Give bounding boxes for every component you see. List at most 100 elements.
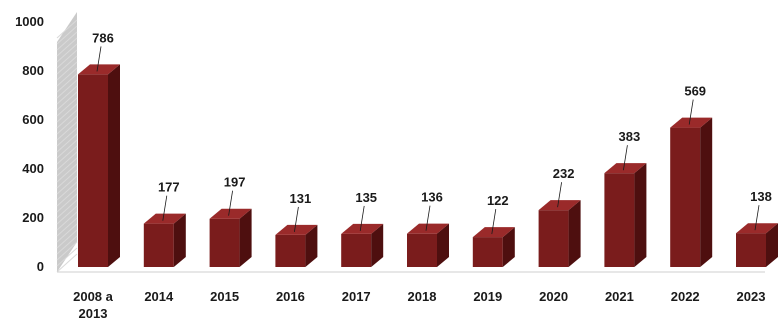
bar-front-face (604, 173, 635, 267)
y-tick-label: 1000 (15, 14, 44, 29)
wall-hatch-line (56, 163, 78, 183)
wall-hatch-line (56, 193, 78, 213)
bar-front-face (209, 218, 240, 267)
bar-top-face (670, 117, 713, 128)
x-tick-label: 2019 (473, 289, 502, 304)
data-label: 122 (487, 193, 509, 208)
bar-top-face (736, 223, 778, 234)
bar-side-face (108, 64, 120, 268)
wall-hatch-line (56, 223, 78, 243)
wall-hatch-line (56, 139, 78, 159)
wall-hatch-line (56, 25, 78, 45)
bar-top-face (341, 223, 384, 234)
x-tick-label: 2023 (737, 289, 766, 304)
x-axis: 2008 a 2013 2014 2015 2016 2017 2018 2019 2020 20… (73, 289, 765, 321)
wall-hatch-line (56, 49, 78, 69)
wall-hatch-line (56, 109, 78, 129)
x-tick-label: 2020 (539, 289, 568, 304)
x-tick-label: 2018 (408, 289, 437, 304)
wall-hatch-line (56, 229, 78, 249)
wall-hatch-line (56, 175, 78, 195)
bar-front-face (341, 233, 372, 267)
bar (472, 227, 515, 267)
bar-side-face (502, 227, 515, 267)
wall-hatch-line (56, 79, 78, 99)
bar-top-face (143, 213, 186, 224)
wall-hatch-line (56, 169, 78, 189)
x-tick-label: 2014 (144, 289, 174, 304)
wall-hatch-line (56, 19, 78, 39)
bar (670, 117, 713, 267)
wall-hatch-line (56, 145, 78, 165)
bar-front-face (472, 237, 503, 267)
data-label-leader (96, 46, 102, 72)
x-tick-label: 2022 (671, 289, 700, 304)
data-label: 131 (290, 191, 312, 206)
y-tick-label: 200 (22, 210, 44, 225)
wall-hatch-line (56, 103, 78, 123)
y-tick-label: 400 (22, 161, 44, 176)
wall-hatch-line (56, 241, 78, 261)
bar (604, 163, 647, 267)
bar-front-face (143, 223, 174, 267)
wall-hatch-line (56, 253, 78, 273)
wall-hatch-line (56, 67, 78, 87)
bar-front-face (407, 233, 437, 267)
data-label-leader (754, 205, 760, 231)
data-label: 197 (224, 175, 246, 190)
y-tick-label: 800 (22, 63, 44, 78)
bar-side-face (305, 224, 318, 267)
wall-hatch-line (56, 133, 78, 153)
wall-hatch-line (56, 37, 78, 57)
bar-front-face (538, 210, 569, 267)
bar-top-face (78, 64, 120, 75)
data-label: 383 (619, 129, 641, 144)
bar (341, 223, 384, 267)
bar-side-face (568, 200, 581, 267)
bar (143, 213, 186, 267)
data-label: 135 (355, 190, 377, 205)
wall-hatch-line (56, 85, 78, 105)
x-tick-label: 2015 (210, 289, 239, 304)
wall-hatch-line (56, 205, 78, 225)
y-axis: 0 200 400 600 800 1000 (15, 14, 44, 274)
bar-top-face (275, 224, 318, 235)
wall-hatch-line (56, 181, 78, 201)
data-label: 138 (750, 189, 772, 204)
bar-side-face (634, 163, 647, 267)
data-label-leader (294, 206, 299, 232)
bar-top-face (538, 200, 581, 211)
wall-hatch-line (56, 157, 78, 177)
data-label: 177 (158, 180, 180, 195)
chart-back-wall (56, 12, 765, 273)
wall-hatch-line (56, 43, 78, 63)
wall-hatch-line (56, 115, 78, 135)
wall-hatch-line (56, 61, 78, 81)
data-label-leader (162, 195, 168, 221)
data-label: 786 (92, 30, 114, 45)
data-label-leader (228, 190, 233, 216)
x-tick-label: 2021 (605, 289, 634, 304)
wall-hatch-line (56, 151, 78, 171)
wall-hatch-line (56, 127, 78, 147)
x-tick-label: 2016 (276, 289, 305, 304)
bar (78, 64, 120, 268)
bar-top-face (472, 227, 515, 238)
wall-hatch-line (56, 73, 78, 93)
data-label-leader (557, 182, 562, 208)
bar-front-face (78, 74, 108, 268)
bar-top-face (209, 208, 252, 219)
data-label-leader (688, 99, 694, 125)
bar (407, 223, 449, 267)
bar-side-face (371, 223, 384, 267)
bar-top-face (604, 163, 647, 174)
bar-front-face (736, 233, 766, 267)
wall-hatch-line (56, 55, 78, 75)
data-label-leader (623, 145, 628, 171)
x-tick-label: 2013 (79, 306, 108, 321)
wall-hatch-line (56, 247, 78, 267)
bar-side-face (700, 117, 713, 267)
wall-hatch-line (56, 97, 78, 117)
data-label: 232 (553, 166, 575, 181)
data-label-leader (425, 205, 431, 231)
